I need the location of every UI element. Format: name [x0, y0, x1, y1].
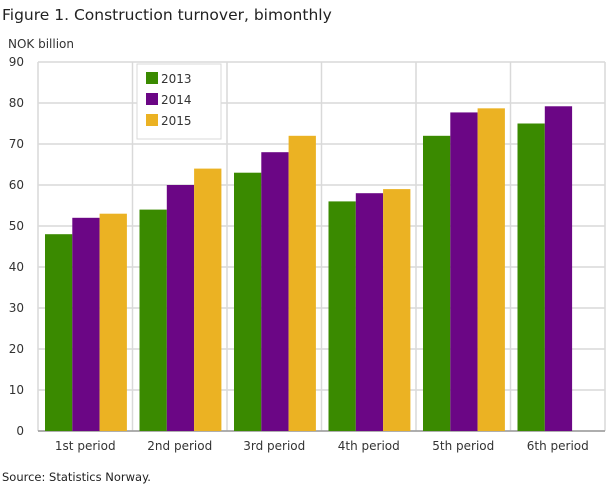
- x-tick-label: 1st period: [55, 439, 116, 453]
- legend: 2013 2014 2015: [136, 63, 222, 140]
- bar-2015-5: [477, 108, 505, 431]
- x-tick-label: 6th period: [527, 439, 589, 453]
- y-tick-label: 50: [9, 219, 24, 233]
- x-tick-label: 2nd period: [147, 439, 212, 453]
- bar-2014-5: [450, 112, 478, 432]
- bar-2015-1: [99, 213, 127, 431]
- source-note: Source: Statistics Norway.: [2, 470, 151, 484]
- legend-label: 2015: [161, 114, 192, 128]
- y-tick-label: 80: [9, 96, 24, 110]
- y-tick-label: 10: [9, 383, 24, 397]
- bar-2015-4: [383, 189, 411, 431]
- bar-2014-6: [544, 106, 573, 431]
- bar-2013-1: [45, 234, 73, 431]
- y-tick-label: 60: [9, 178, 24, 192]
- x-tick-label: 5th period: [432, 439, 494, 453]
- y-tick-label: 70: [9, 137, 24, 151]
- y-tick-label: 40: [9, 260, 24, 274]
- y-tick-label: 0: [16, 424, 24, 438]
- bar-2015-3: [288, 135, 316, 432]
- bar-2013-6: [517, 123, 545, 431]
- legend-label: 2014: [161, 93, 192, 107]
- bar-2014-2: [166, 185, 195, 431]
- legend-swatch: [146, 93, 158, 105]
- bar-2013-4: [328, 201, 356, 431]
- legend-label: 2013: [161, 72, 192, 86]
- bar-2013-2: [139, 209, 167, 431]
- chart-title: Figure 1. Construction turnover, bimonth…: [2, 6, 332, 24]
- bar-2014-3: [261, 152, 289, 431]
- x-tick-label: 4th period: [338, 439, 400, 453]
- bar-2013-5: [423, 135, 451, 432]
- legend-swatch: [146, 114, 158, 126]
- y-tick-label: 30: [9, 301, 24, 315]
- bar-2014-1: [72, 217, 100, 431]
- bar-2015-2: [194, 168, 222, 431]
- x-tick-label: 3rd period: [243, 439, 305, 453]
- bar-2014-4: [355, 193, 384, 431]
- y-axis-label: NOK billion: [8, 37, 75, 51]
- bar-2013-3: [234, 172, 262, 431]
- y-tick-label: 90: [9, 55, 24, 69]
- legend-swatch: [146, 72, 158, 84]
- y-tick-label: 20: [9, 342, 24, 356]
